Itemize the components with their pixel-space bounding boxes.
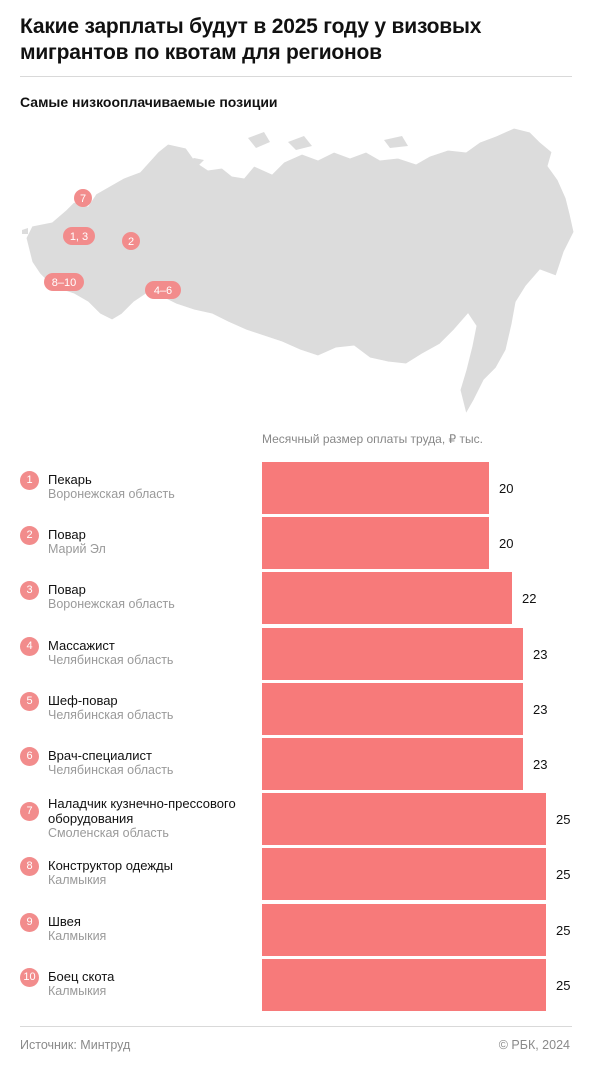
chart-row: 9 Швея Калмыкия 25 <box>0 904 590 959</box>
bar <box>262 462 489 514</box>
bar <box>262 572 512 624</box>
bar <box>262 848 546 900</box>
bar <box>262 793 546 845</box>
data-label: 25 <box>556 978 571 993</box>
chart-row: 6 Врач-специалист Челябинская область 23 <box>0 738 590 793</box>
chart-row: 1 Пекарь Воронежская область 20 <box>0 462 590 517</box>
rank-badge: 3 <box>20 581 39 600</box>
top-divider <box>20 76 572 77</box>
category-label: Повар Воронежская область <box>48 582 258 612</box>
position-name: Повар <box>48 582 86 597</box>
category-label: Конструктор одежды Калмыкия <box>48 858 258 888</box>
position-name: Боец скота <box>48 969 115 984</box>
rank-badge: 7 <box>20 802 39 821</box>
region-name: Воронежская область <box>48 487 175 501</box>
map-marker-8-10: 8–10 <box>44 273 84 291</box>
data-label: 23 <box>533 702 548 717</box>
data-label: 20 <box>499 481 514 496</box>
data-label: 25 <box>556 867 571 882</box>
category-label: Швея Калмыкия <box>48 914 258 944</box>
region-name: Смоленская область <box>48 826 169 840</box>
region-name: Челябинская область <box>48 708 174 722</box>
rank-badge: 10 <box>20 968 39 987</box>
category-label: Пекарь Воронежская область <box>48 472 258 502</box>
chart-row: 3 Повар Воронежская область 22 <box>0 572 590 627</box>
bar <box>262 738 523 790</box>
rank-badge: 9 <box>20 913 39 932</box>
position-name: Конструктор одежды <box>48 858 173 873</box>
category-label: Шеф-повар Челябинская область <box>48 693 258 723</box>
position-name: Наладчик кузнечно-прессового оборудовани… <box>48 796 236 826</box>
map-marker-1-3: 1, 3 <box>63 227 95 245</box>
svg-text:2: 2 <box>128 236 134 248</box>
category-label: Наладчик кузнечно-прессового оборудовани… <box>48 796 258 841</box>
chart-row: 4 Массажист Челябинская область 23 <box>0 628 590 683</box>
region-name: Калмыкия <box>48 984 107 998</box>
rank-badge: 8 <box>20 857 39 876</box>
category-label: Боец скота Калмыкия <box>48 969 258 999</box>
kaliningrad-shape <box>22 228 28 234</box>
russia-map-shape <box>25 127 575 416</box>
russia-map: 7 1, 3 2 8–10 4–6 <box>22 127 575 416</box>
region-name: Челябинская область <box>48 763 174 777</box>
svg-text:4–6: 4–6 <box>154 285 172 297</box>
data-label: 23 <box>533 757 548 772</box>
rank-badge: 6 <box>20 747 39 766</box>
bar <box>262 959 546 1011</box>
map-marker-4-6: 4–6 <box>145 281 181 299</box>
region-name: Воронежская область <box>48 597 175 611</box>
rank-badge: 4 <box>20 637 39 656</box>
bottom-divider <box>20 1026 572 1027</box>
rank-badge: 1 <box>20 471 39 490</box>
svg-text:1, 3: 1, 3 <box>70 231 88 243</box>
svg-text:7: 7 <box>80 193 86 205</box>
category-label: Массажист Челябинская область <box>48 638 258 668</box>
data-label: 22 <box>522 591 537 606</box>
map-marker-7: 7 <box>74 189 92 207</box>
region-name: Калмыкия <box>48 929 107 943</box>
data-label: 23 <box>533 647 548 662</box>
bar <box>262 683 523 735</box>
position-name: Повар <box>48 527 86 542</box>
chart-row: 10 Боец скота Калмыкия 25 <box>0 959 590 1014</box>
arctic-islands <box>248 132 408 150</box>
position-name: Массажист <box>48 638 115 653</box>
map-marker-2: 2 <box>122 232 140 250</box>
chart-row: 5 Шеф-повар Челябинская область 23 <box>0 683 590 738</box>
chart-row: 7 Наладчик кузнечно-прессового оборудован… <box>0 793 590 848</box>
map-subtitle: Самые низкооплачиваемые позиции <box>20 94 278 110</box>
category-label: Врач-специалист Челябинская область <box>48 748 258 778</box>
region-name: Марий Эл <box>48 542 106 556</box>
region-name: Калмыкия <box>48 873 107 887</box>
value-axis-unit-label: Месячный размер оплаты труда, ₽ тыс. <box>262 432 483 446</box>
chart-row: 2 Повар Марий Эл 20 <box>0 517 590 572</box>
chart-row: 8 Конструктор одежды Калмыкия 25 <box>0 848 590 903</box>
bar <box>262 517 489 569</box>
position-name: Шеф-повар <box>48 693 118 708</box>
novaya-zemlya-island <box>168 158 204 190</box>
svg-text:8–10: 8–10 <box>52 277 76 289</box>
rank-badge: 2 <box>20 526 39 545</box>
data-label: 20 <box>499 536 514 551</box>
data-label: 25 <box>556 812 571 827</box>
region-name: Челябинская область <box>48 653 174 667</box>
data-label: 25 <box>556 923 571 938</box>
position-name: Врач-специалист <box>48 748 152 763</box>
sakhalin-island <box>488 314 500 366</box>
page-title: Какие зарплаты будут в 2025 году у визов… <box>20 15 482 64</box>
position-name: Пекарь <box>48 472 92 487</box>
copyright-note: © РБК, 2024 <box>498 1038 570 1052</box>
source-note: Источник: Минтруд <box>20 1038 131 1052</box>
bar <box>262 628 523 680</box>
rank-badge: 5 <box>20 692 39 711</box>
bar <box>262 904 546 956</box>
category-label: Повар Марий Эл <box>48 527 258 557</box>
position-name: Швея <box>48 914 81 929</box>
